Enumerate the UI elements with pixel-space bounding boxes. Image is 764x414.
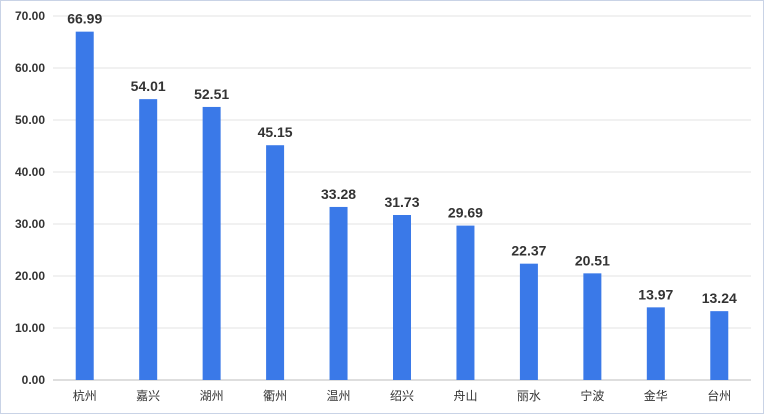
- x-tick-label: 湖州: [200, 388, 224, 403]
- data-label: 45.15: [258, 124, 293, 140]
- data-label: 31.73: [384, 194, 419, 210]
- x-tick-label: 衢州: [263, 389, 287, 403]
- x-tick-label: 温州: [327, 389, 351, 403]
- data-label: 22.37: [511, 243, 546, 259]
- data-label: 33.28: [321, 186, 356, 202]
- bar: [519, 263, 538, 380]
- bars: [75, 31, 729, 380]
- bar: [266, 145, 285, 380]
- x-tick-label: 杭州: [73, 388, 97, 403]
- x-tick-label: 台州: [707, 388, 731, 403]
- y-axis-ticks: 0.00 10.00 20.00 30.00 40.00 50.00 60.00 70.00: [15, 9, 45, 387]
- y-tick-label: 0.00: [22, 373, 46, 387]
- x-tick-label: 宁波: [580, 388, 604, 403]
- x-tick-label: 舟山: [453, 389, 477, 403]
- y-tick-label: 30.00: [15, 217, 45, 231]
- y-tick-label: 10.00: [15, 321, 45, 335]
- data-label: 13.24: [702, 290, 737, 306]
- bar: [710, 311, 729, 380]
- data-label: 66.99: [67, 11, 102, 27]
- data-label: 29.69: [448, 205, 483, 221]
- bar: [393, 215, 411, 380]
- data-label: 13.97: [638, 286, 673, 302]
- x-tick-label: 金华: [644, 388, 668, 403]
- x-axis-ticks: 杭州 嘉兴 湖州 衢州 温州 绍兴 舟山 丽水 宁波 金华 台州: [73, 388, 732, 403]
- x-tick-label: 嘉兴: [136, 389, 160, 403]
- bar: [583, 273, 602, 380]
- y-tick-label: 60.00: [15, 61, 45, 75]
- x-tick-label: 丽水: [517, 389, 541, 403]
- y-tick-label: 70.00: [15, 9, 45, 23]
- data-label: 54.01: [131, 78, 166, 94]
- data-labels: 66.99 54.01 52.51 45.15 33.28 31.73 29.69 22.37…: [67, 11, 737, 307]
- y-tick-label: 20.00: [15, 269, 45, 283]
- bar: [139, 99, 158, 380]
- bar: [646, 307, 665, 380]
- bar: [202, 106, 221, 380]
- bar: [75, 31, 94, 380]
- data-label: 20.51: [575, 252, 610, 268]
- y-tick-label: 50.00: [15, 113, 45, 127]
- bar: [456, 225, 475, 380]
- x-tick-label: 绍兴: [390, 389, 414, 403]
- bar: [329, 206, 348, 380]
- y-tick-label: 40.00: [15, 165, 45, 179]
- data-label: 52.51: [194, 86, 229, 102]
